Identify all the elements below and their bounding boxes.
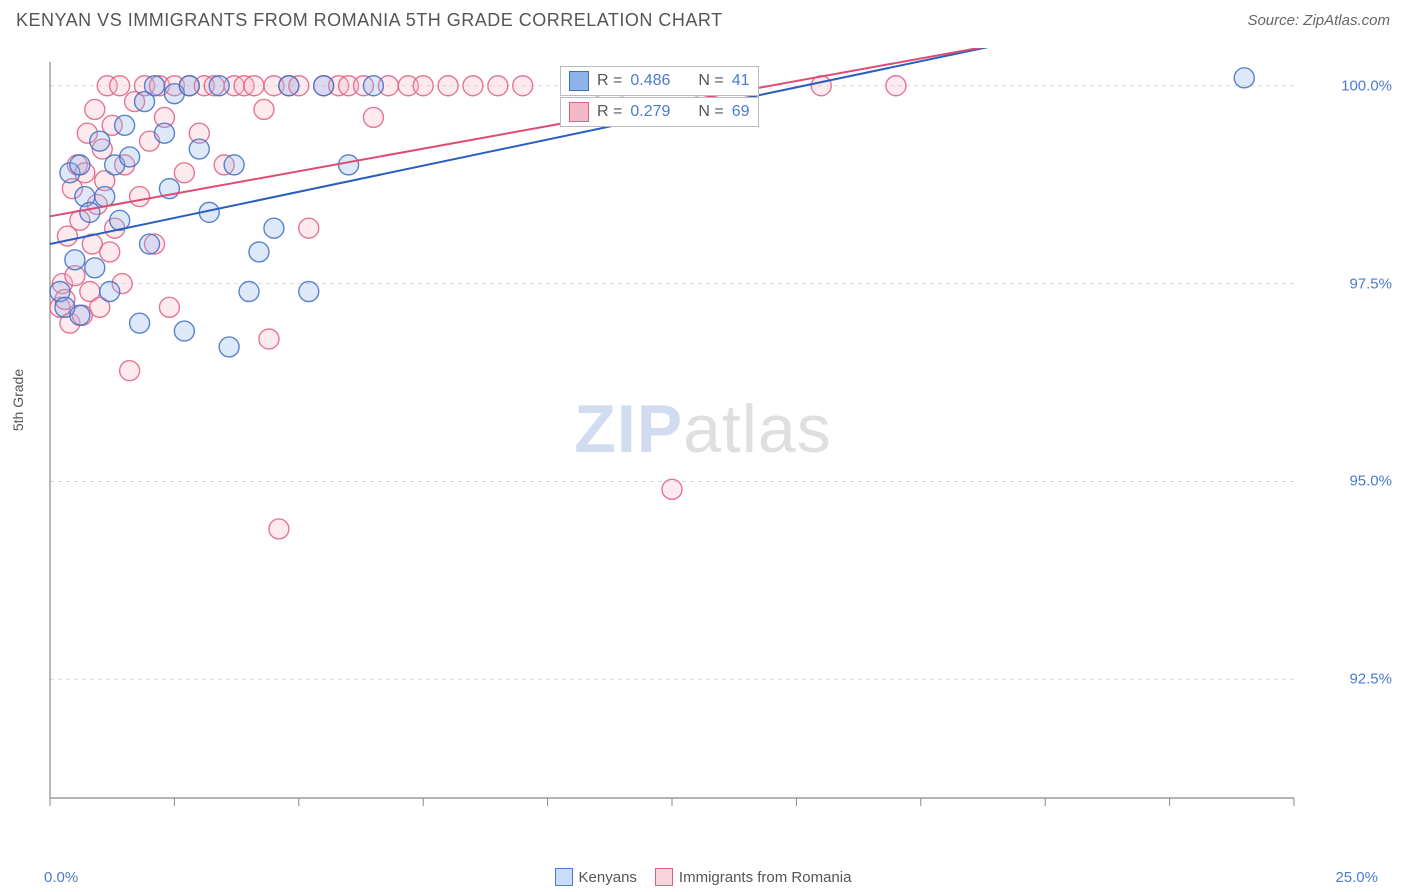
legend-swatch-icon — [555, 868, 573, 886]
chart-svg — [44, 48, 1394, 838]
stat-n-label: N = — [698, 103, 723, 121]
stat-r-label: R = — [597, 72, 622, 90]
scatter-chart — [44, 48, 1394, 838]
correlation-stat-romania: R = 0.279 N = 69 — [560, 97, 759, 127]
legend-romania: Immigrants from Romania — [655, 868, 852, 886]
x-axis-min-label: 0.0% — [44, 869, 78, 886]
y-tick-label: 92.5% — [1349, 671, 1392, 688]
chart-title: KENYAN VS IMMIGRANTS FROM ROMANIA 5TH GR… — [16, 10, 723, 31]
legend-label: Kenyans — [579, 869, 637, 886]
y-tick-label: 100.0% — [1341, 77, 1392, 94]
stat-n-label: N = — [698, 72, 723, 90]
source-attribution: Source: ZipAtlas.com — [1247, 12, 1390, 29]
stat-n-value: 69 — [732, 103, 750, 121]
y-tick-label: 95.0% — [1349, 473, 1392, 490]
stat-swatch-icon — [569, 102, 589, 122]
y-tick-label: 97.5% — [1349, 275, 1392, 292]
stat-r-value: 0.486 — [630, 72, 670, 90]
legend-kenyans: Kenyans — [555, 868, 637, 886]
chart-footer: 0.0% Kenyans Immigrants from Romania 25.… — [0, 868, 1406, 886]
legend-swatch-icon — [655, 868, 673, 886]
correlation-stat-kenyans: R = 0.486 N = 41 — [560, 66, 759, 96]
legend-label: Immigrants from Romania — [679, 869, 852, 886]
x-axis-max-label: 25.0% — [1335, 869, 1378, 886]
y-axis-label: 5th Grade — [10, 369, 26, 431]
stat-r-label: R = — [597, 103, 622, 121]
stat-r-value: 0.279 — [630, 103, 670, 121]
stat-n-value: 41 — [732, 72, 750, 90]
stat-swatch-icon — [569, 71, 589, 91]
